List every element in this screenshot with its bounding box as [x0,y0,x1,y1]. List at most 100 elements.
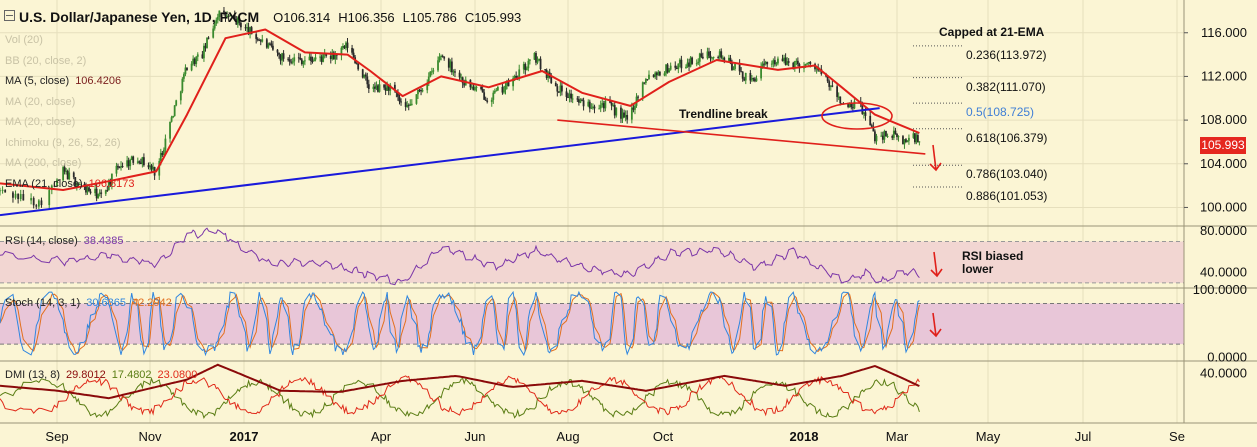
candle-body [100,192,103,194]
candle-body [322,54,325,62]
candle-body [697,61,700,64]
candle-body [709,55,712,58]
candle-body [308,56,311,61]
candle-body [265,39,268,48]
candle-body [109,181,112,185]
indicator-legend-item[interactable]: MA (20, close) [5,116,75,128]
candle-body [32,198,35,206]
candle-body [831,85,834,87]
candle-body [626,114,629,120]
candle-body [190,63,193,71]
candle-body [193,58,196,65]
candle-body [95,188,98,199]
candle-body [612,104,615,106]
candle-body [886,136,889,138]
indicator-name: MA (200, close) [5,157,82,169]
candles-group [0,7,921,210]
candle-body [486,100,489,102]
candle-body [700,53,703,57]
candle-body [604,100,607,109]
dmi-plus-value: 17.4802 [111,369,152,381]
candle-body [784,57,787,65]
candle-body [599,105,602,109]
candle-body [674,65,677,68]
candle-body [361,69,364,78]
candle-body [764,61,767,64]
candle-body [261,39,264,42]
fib-level-label: 0.786(103.040) [966,167,1048,182]
candle-body [571,98,574,100]
candle-body [848,103,851,108]
stoch-k-line [0,290,920,357]
candle-body [240,22,242,28]
candle-body [170,117,173,122]
candle-body [668,69,671,73]
candle-body [186,67,188,71]
candle-body [351,47,353,53]
indicator-name: EMA (21, close) [5,177,83,190]
candle-body [250,27,253,35]
candle-body [0,190,1,192]
indicator-legend-item[interactable]: MA (5, close) 106.4206 [5,75,121,87]
candle-body [851,107,854,109]
candle-body [287,58,290,60]
candle-body [150,165,153,170]
indicator-legend-item[interactable]: Ichimoku (9, 26, 52, 26) [5,137,121,149]
candle-body [772,60,775,64]
candle-body [786,61,789,65]
candle-body [65,170,68,172]
candle-body [793,61,796,68]
candle-body [538,58,540,61]
price-axis-tick-label: 116.000 [1201,25,1247,40]
candle-body [864,112,867,116]
candle-body [66,170,69,180]
candle-body [235,19,238,25]
candle-body [504,85,507,90]
candle-body [853,101,856,109]
candle-body [118,167,121,169]
candle-body [731,63,733,70]
candle-body [319,56,322,58]
candle-body [490,99,493,102]
candle-body [773,60,776,65]
candle-body [367,84,370,89]
indicator-legend-item[interactable]: BB (20, close, 2) [5,55,86,67]
candle-body [310,56,312,61]
indicator-legend-item[interactable]: MA (20, close) [5,96,75,108]
candle-body [915,135,918,143]
candle-body [755,78,758,82]
indicator-legend-item[interactable]: EMA (21, close) 106.8173 [5,178,135,190]
candle-body [896,133,898,138]
indicator-legend-item[interactable]: Vol (20) [5,34,43,46]
candle-body [366,76,369,85]
candle-body [503,89,505,93]
candle-body [515,75,518,78]
candle-body [212,28,215,38]
candle-body [454,71,456,73]
candle-body [460,77,463,79]
indicator-legend-item[interactable]: MA (200, close) [5,157,81,169]
candle-body [648,74,650,80]
candle-body [98,192,101,195]
collapse-icon[interactable] [4,10,15,21]
symbol-title: U.S. Dollar/Japanese Yen, 1D, FXCM [19,9,260,25]
candle-body [130,156,133,160]
candle-body [524,64,527,70]
candle-body [718,51,721,58]
dmi-adx-line [0,363,920,400]
candle-body [906,140,909,143]
candle-body [259,40,262,42]
candle-body [447,58,450,68]
dmi-adx-value: 29.8012 [66,369,106,381]
candle-body [749,73,752,81]
rsi-annotation-line-2: lower [962,262,994,276]
candle-body [677,63,680,69]
candle-body [302,60,305,65]
candle-body [169,121,171,139]
candle-body [17,193,20,200]
indicator-name: MA (5, close) [5,75,70,87]
candle-body [654,72,657,78]
candle-body [550,77,553,83]
candle-body [634,105,636,110]
